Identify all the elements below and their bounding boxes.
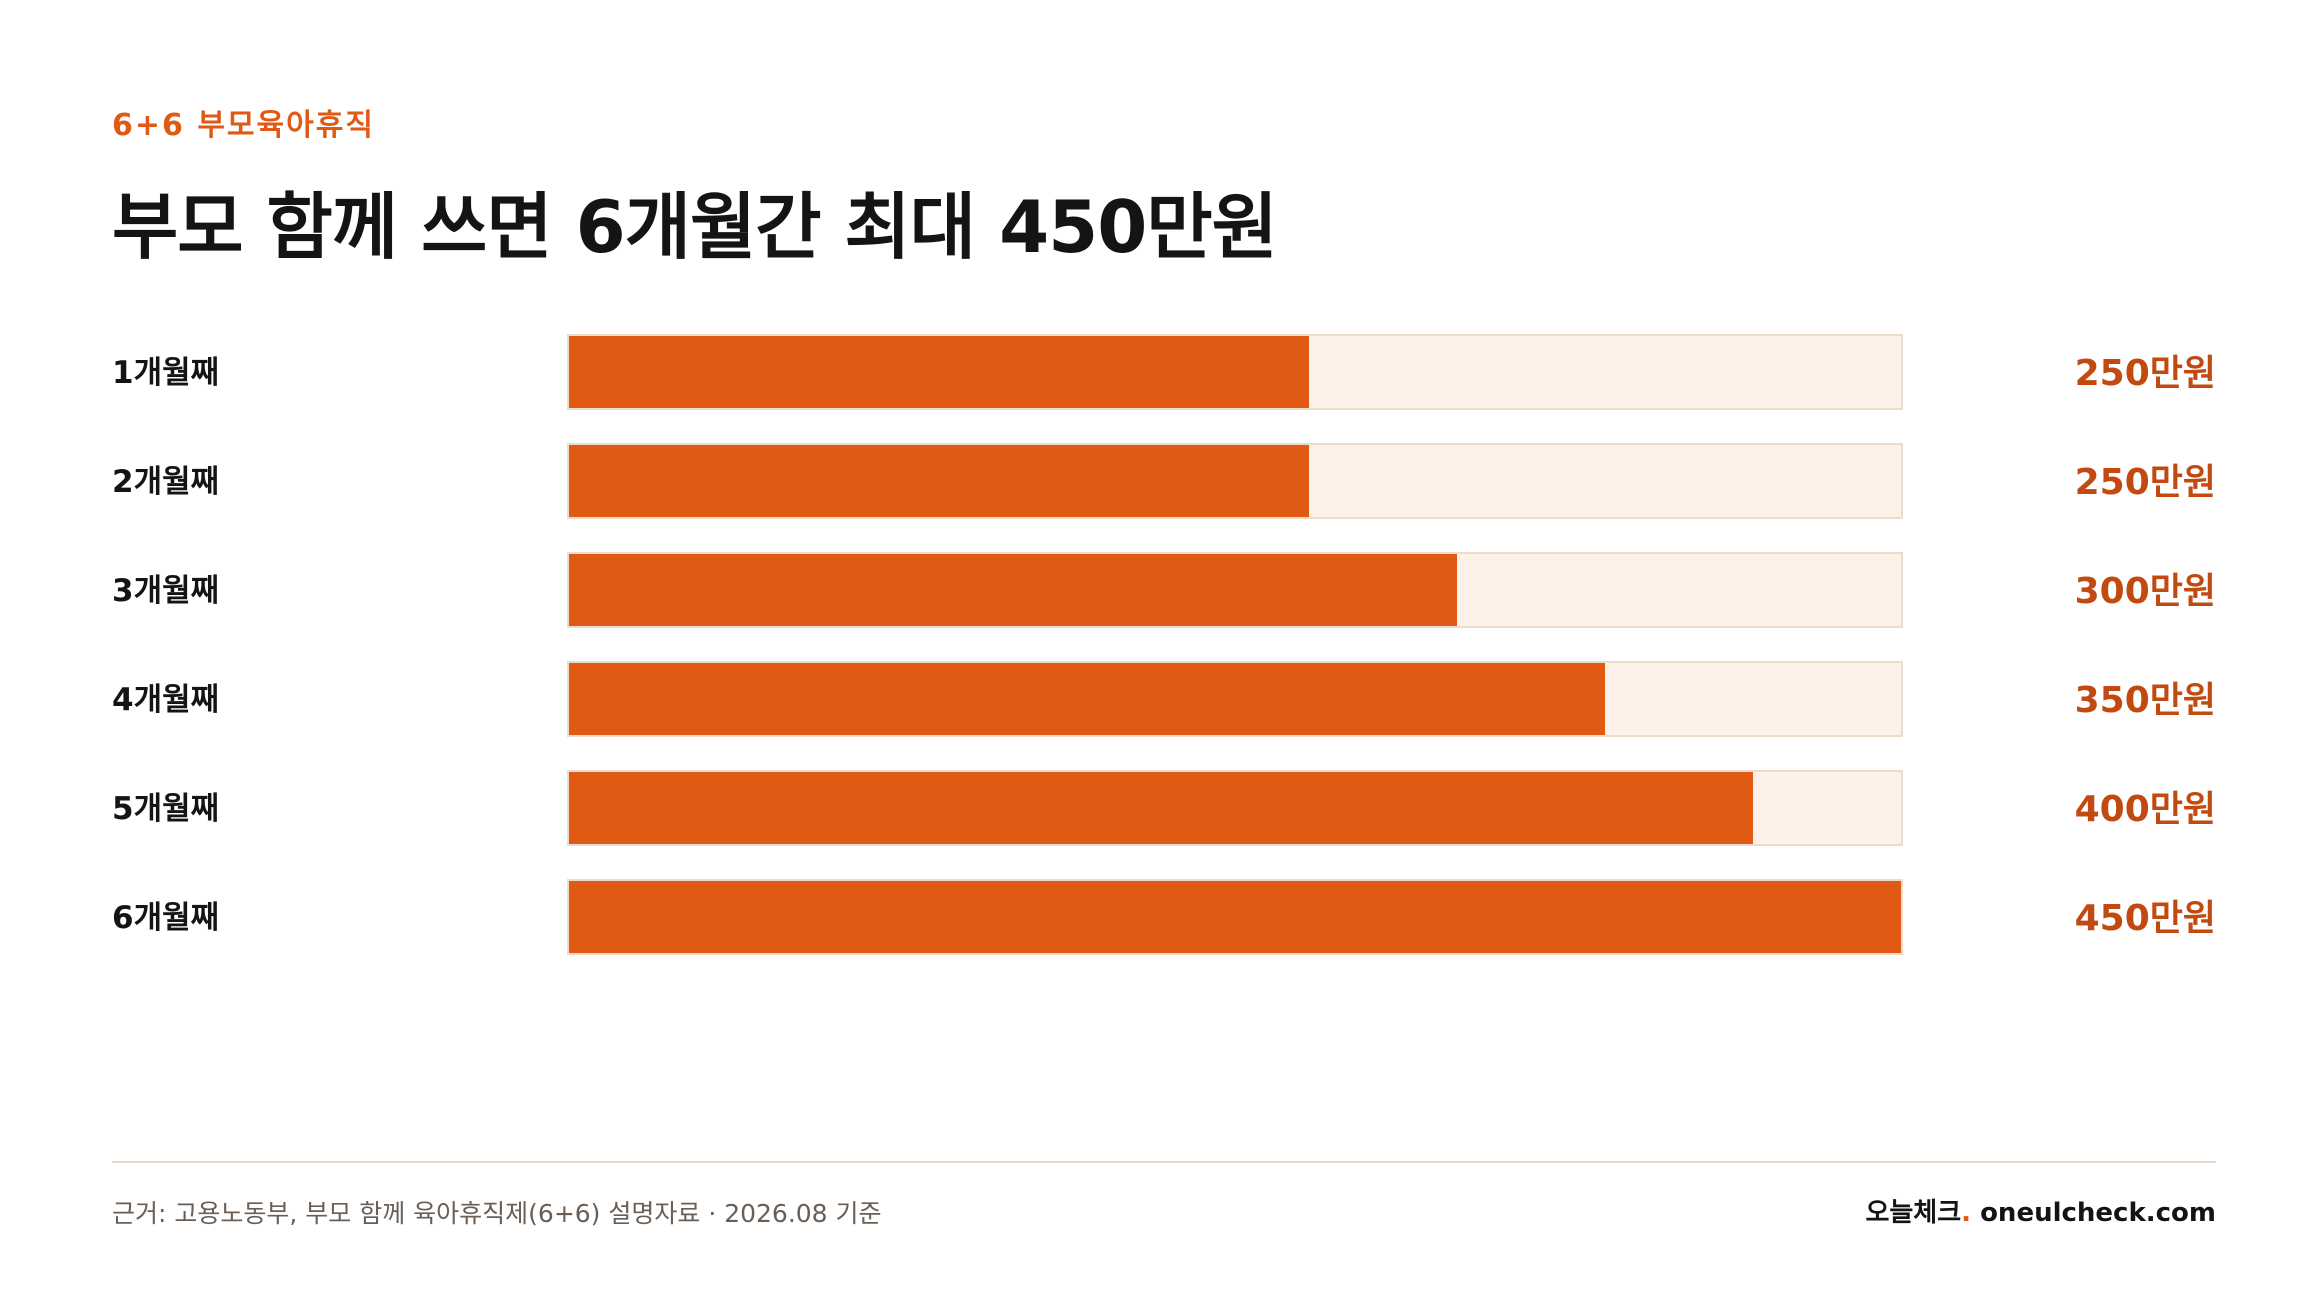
category-label: 3개월째 (112, 573, 219, 609)
value-label: 300만원 (2075, 571, 2216, 612)
bar (569, 663, 1605, 735)
bar (569, 336, 1309, 408)
value-label: 250만원 (2075, 353, 2216, 394)
chart-eyebrow: 6+6 부모육아휴직 (112, 108, 375, 143)
bar (569, 445, 1309, 517)
source-note: 근거: 고용노동부, 부모 함께 육아휴직제(6+6) 설명자료 · 2026.… (112, 1199, 882, 1228)
category-label: 1개월째 (112, 355, 219, 391)
category-label: 4개월째 (112, 682, 219, 718)
bar (569, 881, 1901, 953)
brand-dot: . (1961, 1198, 1972, 1228)
footer-divider (112, 1161, 2216, 1163)
brand-domain: oneulcheck.com (1971, 1198, 2216, 1228)
value-label: 250만원 (2075, 462, 2216, 503)
value-label: 400만원 (2075, 789, 2216, 830)
category-label: 6개월째 (112, 900, 219, 936)
category-label: 2개월째 (112, 464, 219, 500)
bar (569, 554, 1457, 626)
category-label: 5개월째 (112, 791, 219, 827)
value-label: 450만원 (2075, 898, 2216, 939)
brand-name: 오늘체크 (1865, 1198, 1962, 1228)
value-label: 350만원 (2075, 680, 2216, 721)
chart-title: 부모 함께 쓰면 6개월간 최대 450만원 (112, 185, 1278, 269)
bar (569, 772, 1753, 844)
brand-mark: 오늘체크. oneulcheck.com (1865, 1192, 2216, 1229)
